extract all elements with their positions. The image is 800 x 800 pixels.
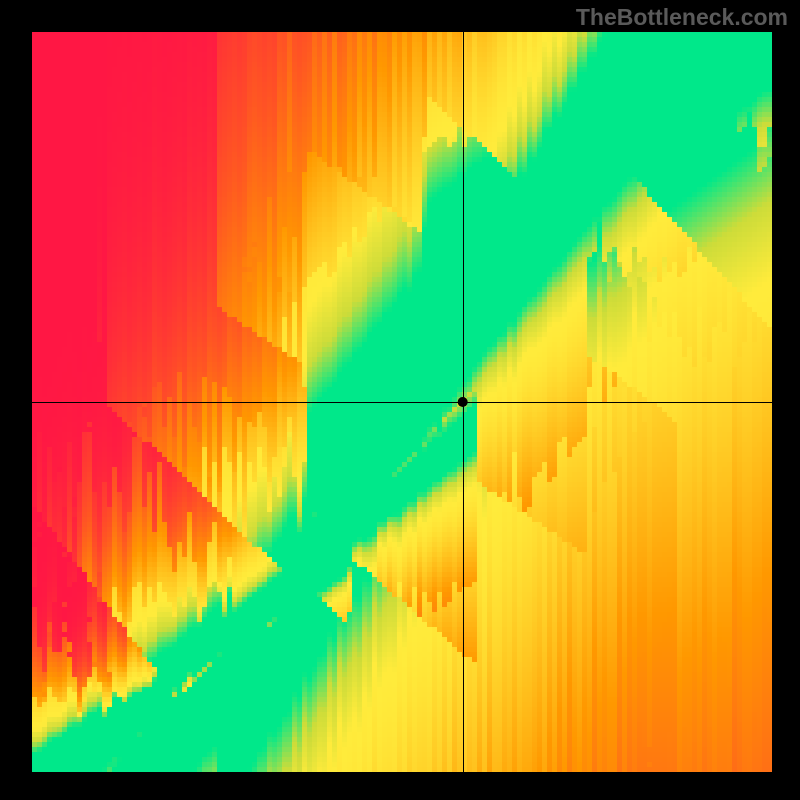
bottleneck-heatmap-canvas bbox=[0, 0, 800, 800]
chart-container: TheBottleneck.com bbox=[0, 0, 800, 800]
